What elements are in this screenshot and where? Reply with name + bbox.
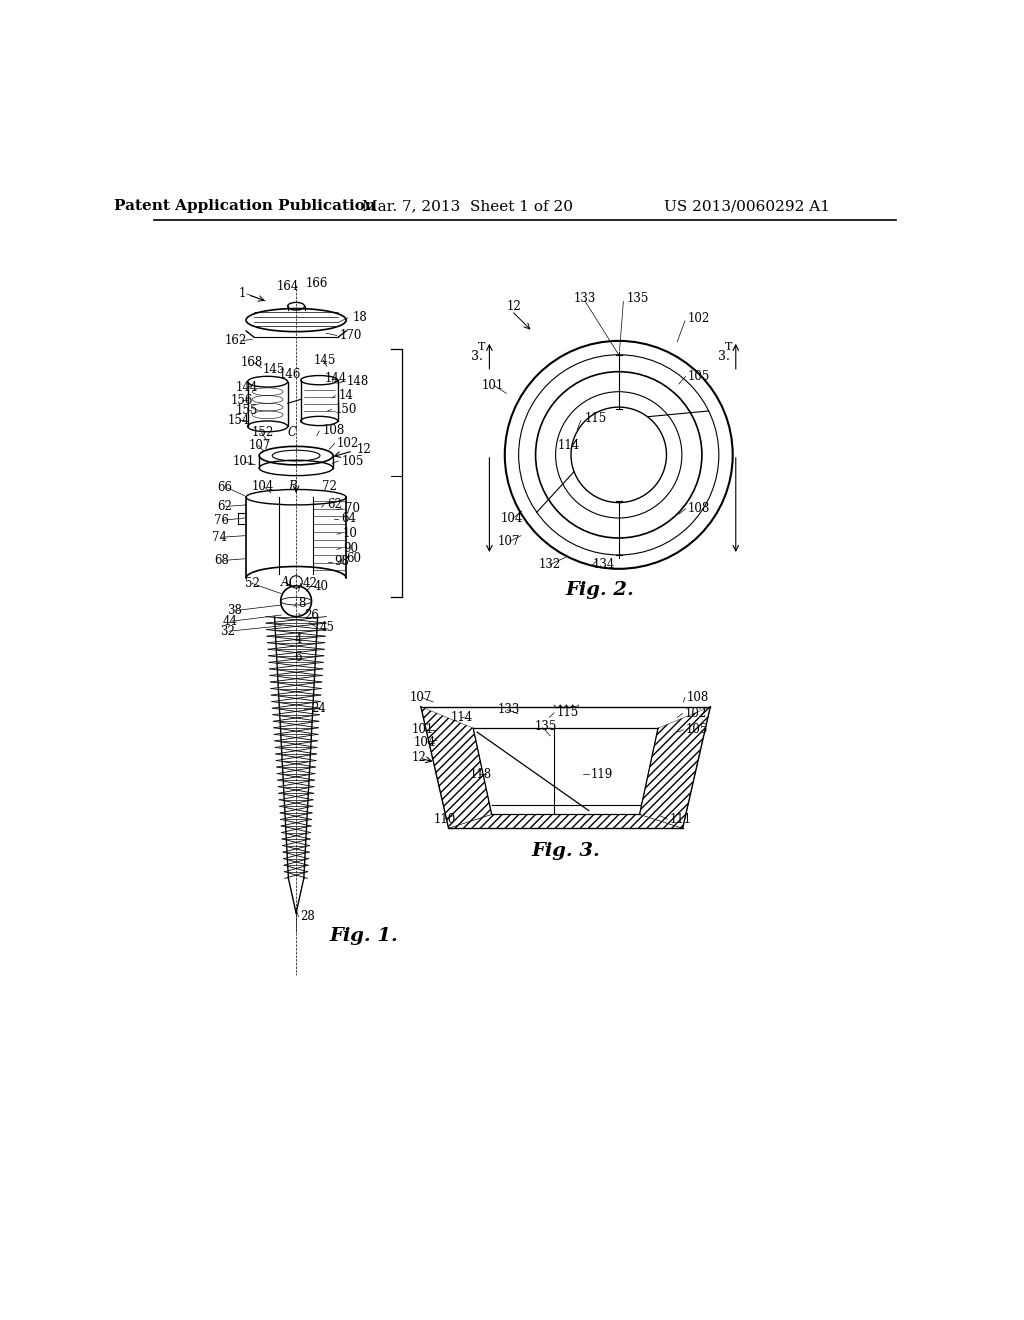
Text: 101: 101: [412, 723, 434, 737]
Text: 144: 144: [236, 381, 258, 395]
Text: 102: 102: [688, 312, 711, 325]
Text: 32: 32: [220, 624, 234, 638]
Text: 148: 148: [346, 375, 369, 388]
Text: C: C: [288, 426, 297, 440]
Text: 14: 14: [339, 389, 353, 403]
Text: 115: 115: [556, 706, 579, 719]
Text: 12: 12: [412, 751, 426, 764]
Text: 164: 164: [276, 280, 299, 293]
Text: 118: 118: [469, 768, 492, 781]
Text: 70: 70: [345, 502, 359, 515]
Text: 150: 150: [335, 403, 357, 416]
Text: 162: 162: [224, 334, 247, 347]
Text: Patent Application Publication: Patent Application Publication: [114, 199, 376, 213]
Text: 168: 168: [241, 356, 263, 370]
Text: 1: 1: [239, 288, 246, 301]
Text: 135: 135: [535, 721, 557, 733]
Text: 40: 40: [313, 579, 329, 593]
Text: 154: 154: [227, 413, 250, 426]
Text: 156: 156: [230, 393, 253, 407]
Text: 145: 145: [313, 354, 336, 367]
Text: 42: 42: [303, 577, 317, 590]
Text: 3.: 3.: [471, 350, 483, 363]
Text: B: B: [289, 480, 297, 492]
Text: 166: 166: [306, 277, 329, 289]
Text: 145: 145: [262, 363, 285, 376]
Text: 3.: 3.: [718, 350, 729, 363]
Text: 114: 114: [451, 711, 473, 723]
Text: T: T: [724, 342, 732, 352]
Text: 68: 68: [214, 554, 229, 566]
Text: 24: 24: [310, 702, 326, 715]
Text: 104: 104: [252, 480, 273, 492]
Text: US 2013/0060292 A1: US 2013/0060292 A1: [664, 199, 829, 213]
Text: 133: 133: [574, 292, 596, 305]
Text: 108: 108: [323, 425, 344, 437]
Text: 4: 4: [295, 634, 302, 647]
Text: 8: 8: [298, 597, 306, 610]
Text: Mar. 7, 2013  Sheet 1 of 20: Mar. 7, 2013 Sheet 1 of 20: [361, 199, 572, 213]
Text: 76: 76: [214, 513, 228, 527]
Text: 12: 12: [506, 300, 521, 313]
Text: 66: 66: [217, 482, 232, 495]
Text: 28: 28: [300, 911, 314, 924]
Text: Fig. 2.: Fig. 2.: [566, 581, 635, 598]
Text: 107: 107: [498, 535, 520, 548]
Text: 44: 44: [223, 615, 238, 628]
Text: 146: 146: [279, 367, 301, 380]
Text: 108: 108: [688, 502, 711, 515]
Text: 110: 110: [433, 813, 456, 825]
Text: 111: 111: [670, 813, 691, 825]
Text: 134: 134: [593, 558, 615, 572]
Text: 64: 64: [341, 512, 355, 525]
Text: 38: 38: [227, 603, 243, 616]
Text: T: T: [478, 342, 485, 352]
Text: 132: 132: [539, 558, 561, 572]
Text: 62: 62: [217, 500, 231, 513]
Text: 155: 155: [236, 404, 258, 417]
Text: 102: 102: [685, 708, 708, 721]
Text: 107: 107: [410, 690, 432, 704]
Text: 101: 101: [481, 379, 504, 392]
Text: 60: 60: [346, 552, 361, 565]
Text: 115: 115: [585, 412, 607, 425]
Text: 104: 104: [500, 512, 522, 525]
Text: 45: 45: [319, 620, 335, 634]
Text: 105: 105: [686, 723, 709, 737]
Text: 105: 105: [688, 370, 711, 383]
Text: Fig. 1.: Fig. 1.: [330, 927, 398, 945]
Text: 6: 6: [295, 651, 302, 664]
Text: 119: 119: [591, 768, 613, 781]
Text: 62: 62: [327, 499, 342, 511]
Text: 133: 133: [498, 704, 520, 717]
Text: 101: 101: [233, 455, 255, 469]
Text: 135: 135: [627, 292, 649, 305]
Text: 90: 90: [343, 541, 358, 554]
Text: 104: 104: [414, 735, 436, 748]
Text: 10: 10: [343, 527, 358, 540]
Text: 18: 18: [352, 312, 367, 325]
Text: 114: 114: [558, 440, 581, 453]
Text: 152: 152: [252, 426, 273, 440]
Text: A: A: [281, 576, 289, 589]
Text: 108: 108: [686, 690, 709, 704]
Text: 105: 105: [342, 454, 364, 467]
Text: 12: 12: [357, 444, 372, 455]
Text: 98: 98: [334, 556, 349, 569]
Text: 107: 107: [249, 440, 270, 453]
Text: 74: 74: [212, 531, 227, 544]
Text: 170: 170: [340, 329, 362, 342]
Text: 52: 52: [245, 577, 259, 590]
Text: Fig. 3.: Fig. 3.: [531, 842, 600, 861]
Text: 72: 72: [322, 480, 337, 492]
Text: 144: 144: [325, 372, 347, 385]
Text: 102: 102: [337, 437, 359, 450]
Text: 26: 26: [304, 610, 318, 622]
